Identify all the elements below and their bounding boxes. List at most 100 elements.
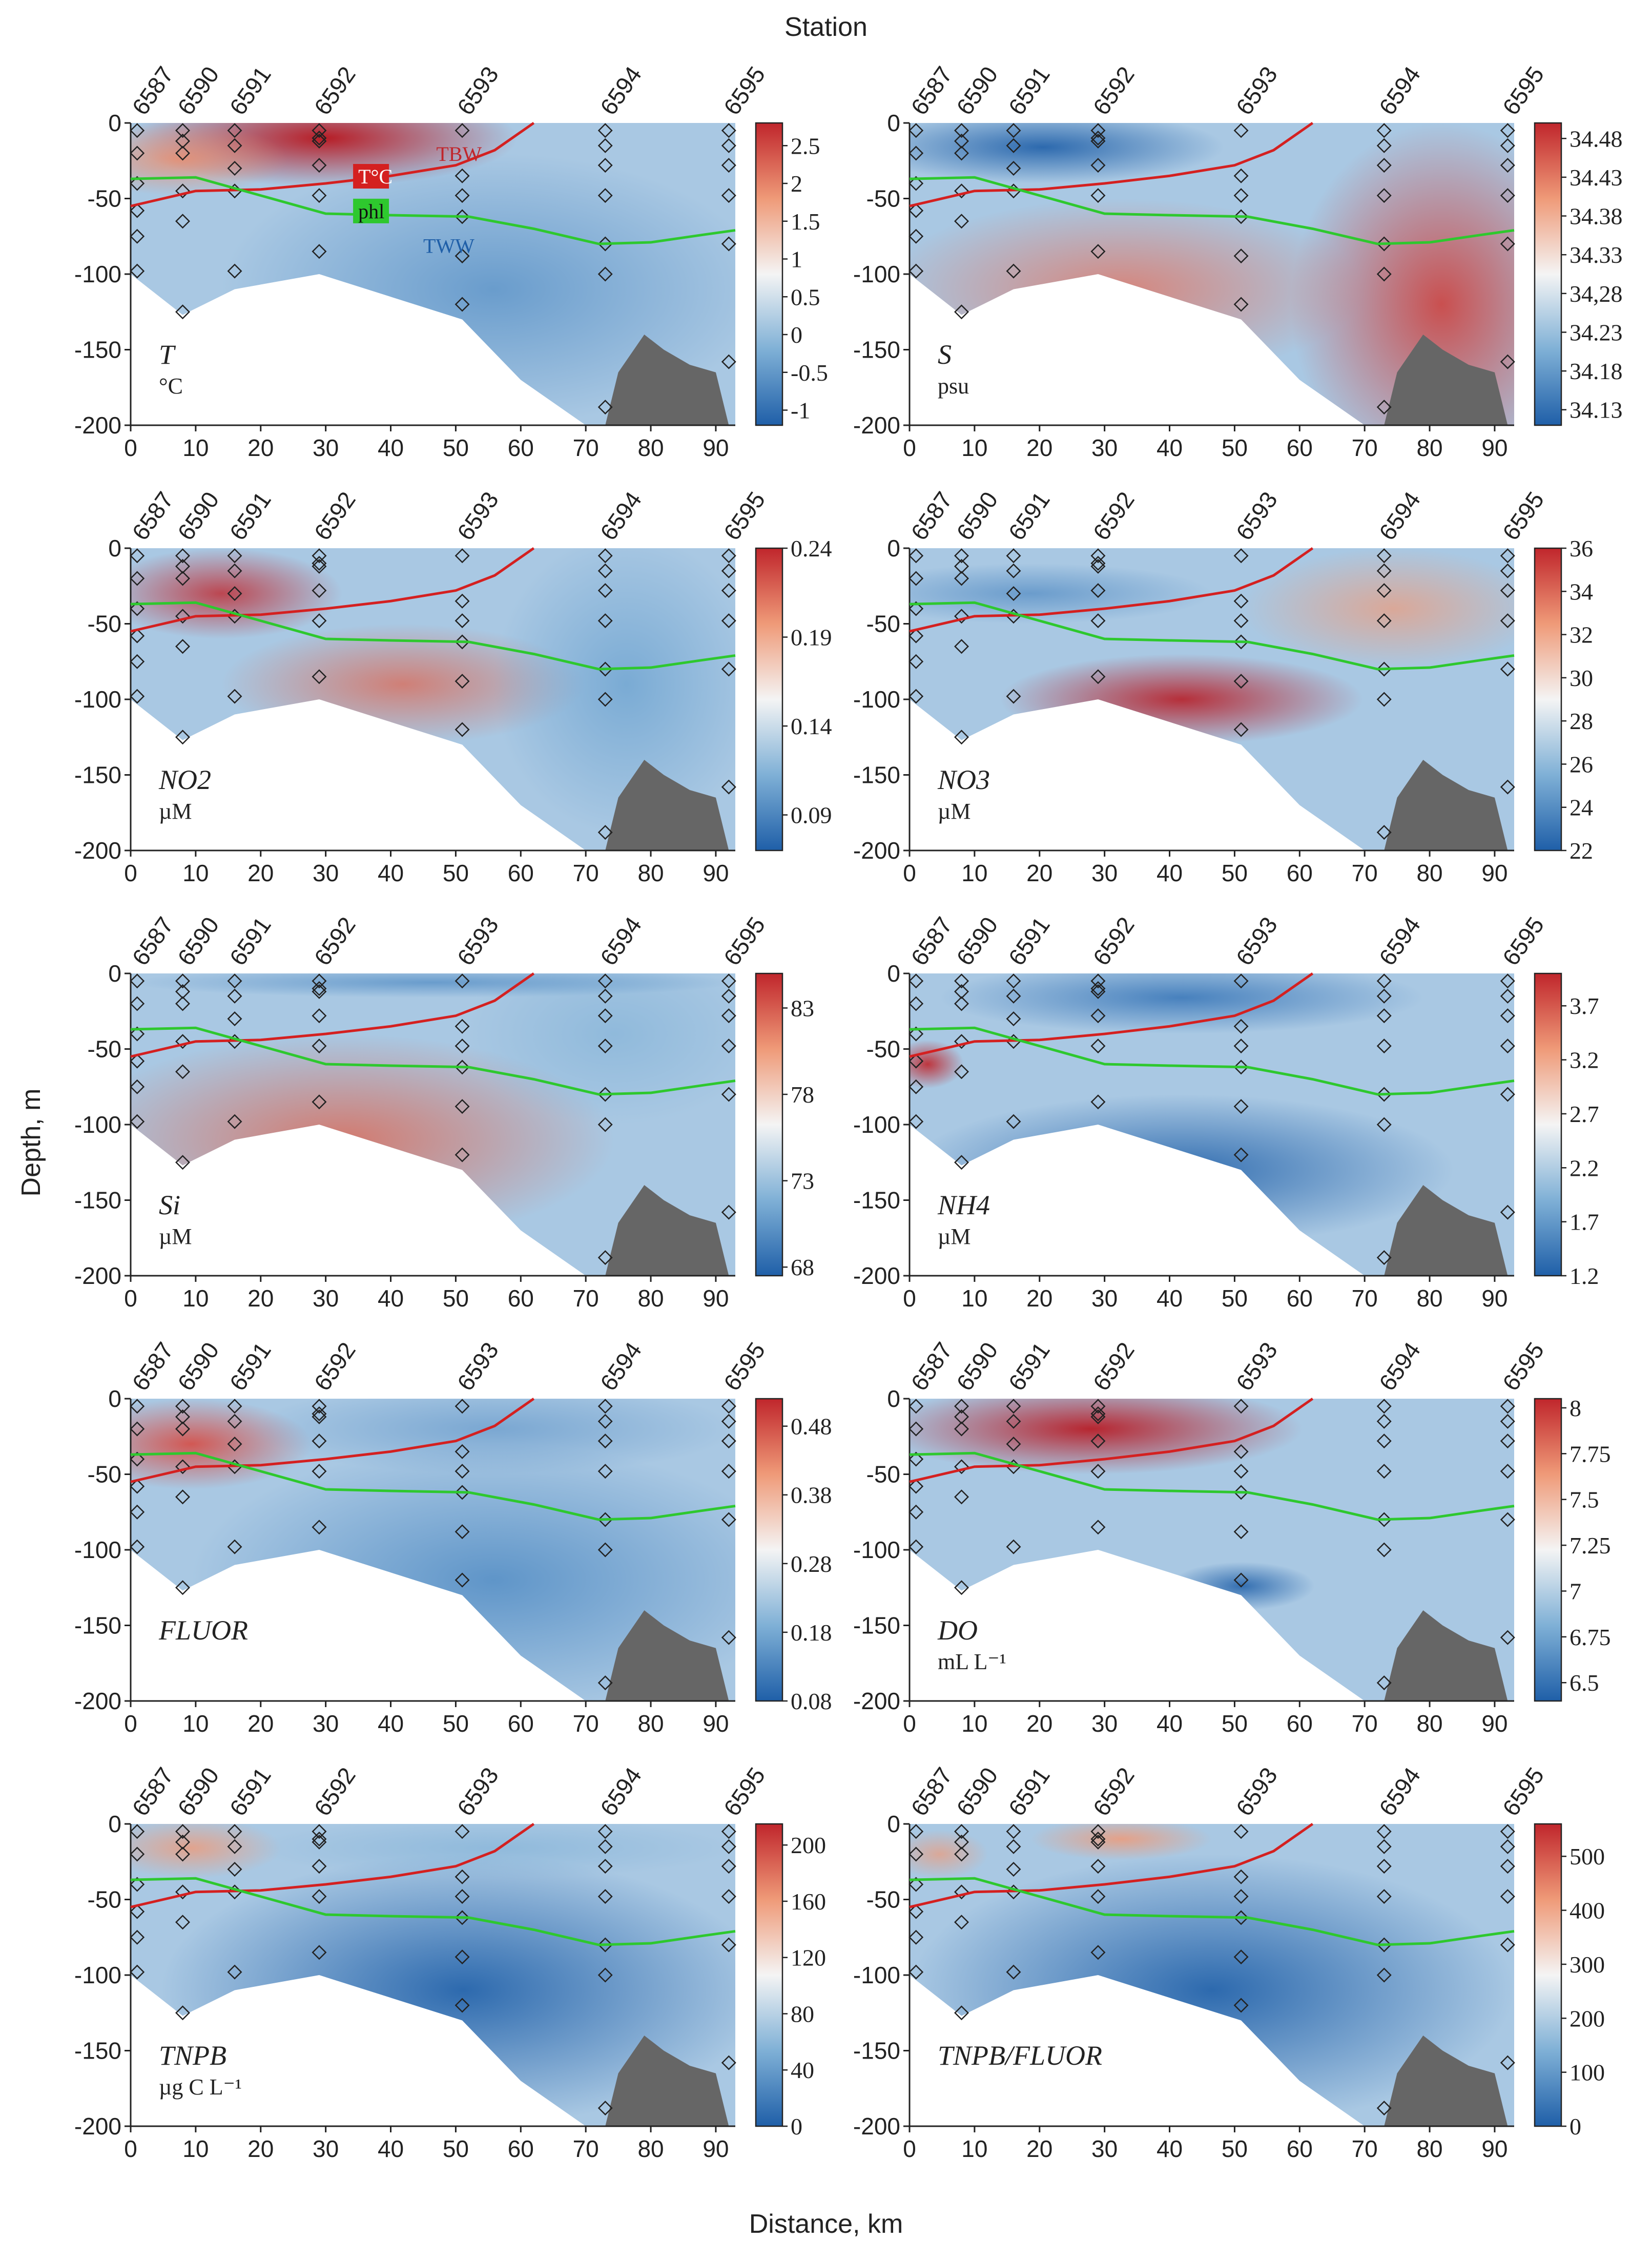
sample-marker (908, 1824, 924, 1839)
x-tick-label: 0 (124, 2135, 137, 2162)
station-label: 6594 (1374, 912, 1426, 970)
sample-marker (312, 123, 327, 138)
y-tick-label: -200 (853, 2113, 900, 2140)
field-blob (131, 973, 735, 998)
sample-marker (1090, 188, 1106, 203)
colorbar-tick-label: 0.14 (791, 713, 832, 739)
sample-marker (455, 1019, 470, 1034)
x-tick-label: 20 (247, 434, 274, 461)
sample-marker (1006, 1114, 1021, 1129)
sample-marker (1090, 669, 1106, 684)
sample-marker (1376, 692, 1392, 707)
sample-marker (954, 548, 969, 564)
field-blob (940, 973, 1423, 1034)
x-tick-label: 30 (1091, 434, 1118, 461)
sample-marker (175, 1409, 191, 1424)
panel-label: NO3 (937, 764, 990, 795)
colorbar-tick-label: 34.43 (1570, 164, 1623, 191)
sample-marker (908, 1504, 924, 1520)
sample-marker (597, 400, 613, 415)
sample-marker (1233, 1099, 1249, 1114)
tbw-isoline (909, 1822, 1314, 1908)
sample-marker (1090, 244, 1106, 259)
station-label: 6587 (905, 61, 957, 120)
sample-marker (227, 689, 242, 704)
sample-marker (130, 1479, 145, 1494)
sample-marker (954, 214, 969, 229)
station-label: 6590 (951, 61, 1003, 120)
colorbar-tick-label: 1.7 (1570, 1209, 1599, 1235)
x-tick-label: 50 (1222, 434, 1248, 461)
sample-marker (954, 1834, 969, 1850)
sample-marker (130, 548, 145, 564)
station-label: 6595 (1497, 487, 1549, 545)
sample-marker (455, 1147, 470, 1162)
sample-marker (908, 123, 924, 138)
field-blob (131, 1399, 312, 1489)
sample-marker (908, 571, 924, 586)
panel-unit: µg C L⁻¹ (159, 2074, 242, 2100)
sample-marker (130, 654, 145, 669)
station-label: 6587 (905, 1337, 957, 1396)
x-tick-label: 60 (1287, 1285, 1313, 1312)
sample-marker (130, 1421, 145, 1437)
sample-marker (721, 2055, 736, 2070)
x-tick-label: 30 (1091, 1710, 1118, 1737)
y-tick-label: -50 (88, 1461, 121, 1488)
station-label: 6595 (1497, 61, 1549, 120)
x-tick-label: 40 (1157, 1285, 1183, 1312)
panel-label: TNPB (159, 2040, 226, 2071)
phl-isoline (130, 176, 736, 245)
sample-marker (954, 304, 969, 320)
colorbar-tick-label: 0.19 (791, 625, 832, 651)
colorbar-tick-label: 7.75 (1570, 1441, 1611, 1467)
sample-marker (175, 1580, 191, 1595)
sample-marker (455, 1099, 470, 1114)
sample-marker (908, 1539, 924, 1554)
sample-marker (954, 2005, 969, 2021)
x-tick-label: 80 (1416, 434, 1442, 461)
tbw-isoline (130, 1397, 535, 1483)
y-tick-label: -200 (853, 1262, 900, 1289)
station-label: 6595 (718, 487, 770, 545)
sample-marker (721, 1205, 736, 1220)
colorbar-tick-label: 0.28 (791, 1551, 832, 1577)
station-label: 6595 (1497, 1337, 1549, 1396)
sample-marker (130, 1026, 145, 1042)
sample-marker (1090, 133, 1106, 149)
station-label: 6592 (309, 1762, 361, 1821)
x-tick-label: 80 (1416, 860, 1442, 886)
station-label: 6595 (718, 1337, 770, 1396)
y-tick-label: -50 (88, 1886, 121, 1913)
station-label: 6587 (905, 912, 957, 970)
sample-marker (227, 973, 242, 989)
sample-marker (721, 661, 736, 677)
y-tick-label: -100 (74, 261, 121, 287)
station-label: 6593 (452, 1762, 504, 1821)
x-tick-label: 40 (378, 1285, 404, 1312)
colorbar-tick-label: 7 (1570, 1578, 1581, 1604)
sample-marker (597, 1414, 613, 1429)
colorbar-tick-label: 2.2 (1570, 1155, 1599, 1181)
y-tick-label: 0 (887, 535, 900, 562)
sample-marker (721, 548, 736, 564)
sample-marker (312, 1520, 327, 1535)
sample-marker (312, 1834, 327, 1850)
station-label: 6592 (309, 487, 361, 545)
sample-marker (1376, 123, 1392, 138)
sample-marker (130, 1824, 145, 1839)
panel-label: DO (937, 1615, 978, 1646)
sample-marker (455, 722, 470, 737)
y-tick-label: -150 (74, 1187, 121, 1214)
sample-marker (175, 1421, 191, 1437)
sample-marker (1376, 548, 1392, 564)
y-tick-label: -100 (74, 1537, 121, 1563)
y-tick-label: -200 (74, 412, 121, 439)
x-tick-label: 10 (182, 434, 209, 461)
sample-marker (1376, 400, 1392, 415)
colorbar-tick-label: 2.5 (791, 133, 820, 159)
y-tick-label: -150 (853, 1187, 900, 1214)
sample-marker (597, 973, 613, 989)
